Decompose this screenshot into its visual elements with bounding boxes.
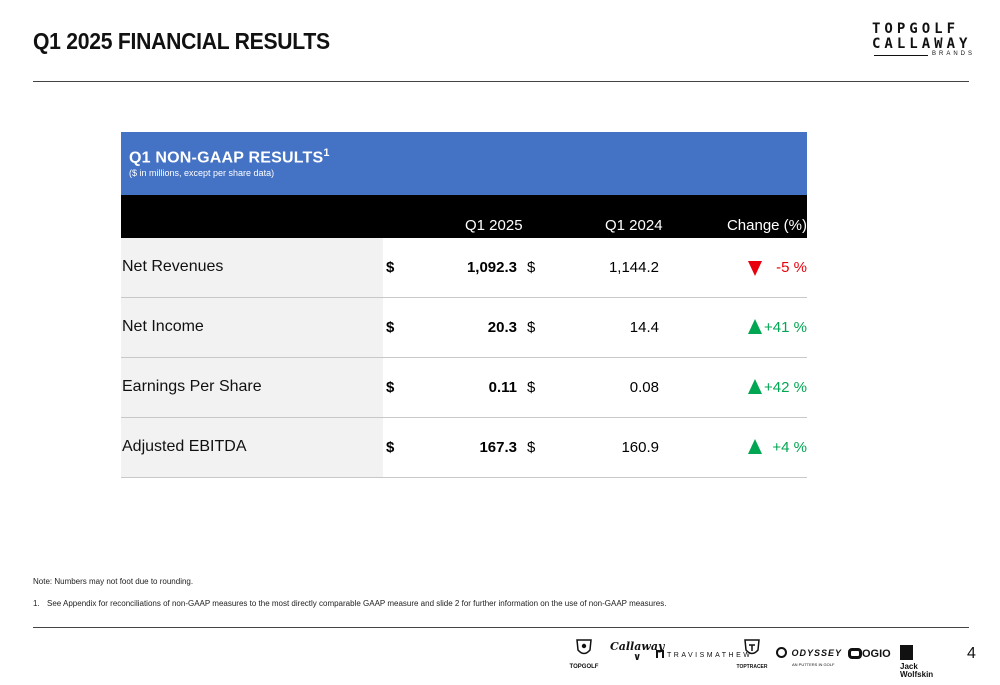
column-header-row: Q1 2025 Q1 2024 Change (%) [121,195,807,238]
toptracer-shield-icon [744,639,760,655]
value-q1-2024: 1,144.2 [608,259,659,276]
footer-divider [33,627,969,628]
row-label-cell: Adjusted EBITDA [121,418,383,477]
logo-line-1: TOPGOLF [872,21,960,37]
currency-symbol: $ [527,379,536,396]
topgolf-shield-icon [576,639,592,655]
footnote-text: See Appendix for reconciliations of non-… [47,599,667,608]
table-title: Q1 NON-GAAP RESULTS1 [129,147,807,167]
column-header-q1-2025: Q1 2025 [465,217,523,234]
currency-symbol: $ [527,319,536,336]
up-arrow-icon [748,439,762,454]
jack-wolfskin-text-line-2: Wolfskin [900,670,934,679]
table-row: Net Income $ 20.3 $ 14.4 +41 % [121,298,807,358]
value-q1-2025: 1,092.3 [466,259,517,276]
value-q1-2025: 0.11 [488,379,517,396]
value-q1-2024: 160.9 [621,439,659,456]
change-value: -5 % [776,259,807,276]
travismathew-brand-logo: TRAVISMATHEW [656,650,752,659]
callaway-brand-logo: Callaway ∨ [610,640,664,663]
page-number: 4 [967,645,976,662]
row-label: Adjusted EBITDA [122,438,247,455]
table-title-footnote-ref: 1 [323,147,330,159]
odyssey-brand-text: ODYSSEY [791,647,842,658]
odyssey-brand-logo: ODYSSEY AN PUTTERS IN GOLF [776,644,842,667]
value-q1-2025: 167.3 [479,439,517,456]
change-value: +41 % [764,319,807,336]
jack-wolfskin-paw-icon [900,645,913,660]
logo-line-3: BRANDS [932,51,976,57]
toptracer-brand-text: TOPTRACER [736,664,768,670]
travismathew-brand-text: TRAVISMATHEW [667,652,753,659]
toptracer-brand-logo: TOPTRACER [732,638,772,670]
non-gaap-results-table: Q1 NON-GAAP RESULTS1 ($ in millions, exc… [121,132,807,478]
travismathew-mark-icon [656,650,664,658]
table-subtitle: ($ in millions, except per share data) [129,168,275,179]
odyssey-mark-icon [776,647,787,659]
table-row: Net Revenues $ 1,092.3 $ 1,144.2 -5 % [121,238,807,298]
table-header: Q1 NON-GAAP RESULTS1 ($ in millions, exc… [121,132,807,195]
currency-symbol: $ [386,439,395,456]
row-label: Net Revenues [122,258,224,275]
currency-symbol: $ [386,379,395,396]
topgolf-brand-text: TOPGOLF [569,664,599,670]
callaway-chevron-icon: ∨ [633,652,642,663]
brand-logo-strip: TOPGOLF Callaway ∨ TRAVISMATHEW TOPTRACE… [560,638,950,681]
up-arrow-icon [748,379,762,394]
footnote-number: 1. [33,599,40,608]
ogio-brand-text: OGIO [862,648,891,660]
ogio-brand-logo: OGIO [848,648,891,660]
header-divider [33,81,969,82]
table-row: Adjusted EBITDA $ 167.3 $ 160.9 +4 % [121,418,807,478]
currency-symbol: $ [527,439,536,456]
change-value: +4 % [772,439,807,456]
logo-line-2: CALLAWAY [872,36,972,52]
row-label-cell: Earnings Per Share [121,358,383,417]
footnote-1: 1. See Appendix for reconciliations of no… [33,599,666,608]
topgolf-callaway-brands-logo: TOPGOLF CALLAWAY BRANDS [872,22,972,66]
value-q1-2024: 14.4 [629,319,659,336]
value-q1-2025: 20.3 [487,319,517,336]
down-arrow-icon [748,261,762,276]
row-label: Earnings Per Share [122,378,262,395]
table-row: Earnings Per Share $ 0.11 $ 0.08 +42 % [121,358,807,418]
jack-wolfskin-text-line-1: Jack [900,662,918,671]
up-arrow-icon [748,319,762,334]
table-title-text: Q1 NON-GAAP RESULTS [129,149,324,167]
logo-rule [874,55,928,56]
currency-symbol: $ [527,259,536,276]
column-header-q1-2024: Q1 2024 [605,217,663,234]
column-header-change: Change (%) [726,217,807,234]
topgolf-brand-logo: TOPGOLF [566,638,602,670]
row-label: Net Income [122,318,204,335]
callaway-brand-text: Callaway [610,640,665,653]
value-q1-2024: 0.08 [629,379,659,396]
row-label-cell: Net Revenues [121,238,383,297]
jack-wolfskin-brand-logo: Jack Wolfskin [900,645,950,681]
odyssey-brand-subtext: AN PUTTERS IN GOLF [792,662,835,667]
change-value: +42 % [764,379,807,396]
currency-symbol: $ [386,259,395,276]
ogio-mark-icon [848,648,862,659]
rounding-note: Note: Numbers may not foot due to roundi… [33,577,194,586]
row-label-cell: Net Income [121,298,383,357]
page-title: Q1 2025 FINANCIAL RESULTS [33,28,330,54]
currency-symbol: $ [386,319,395,336]
